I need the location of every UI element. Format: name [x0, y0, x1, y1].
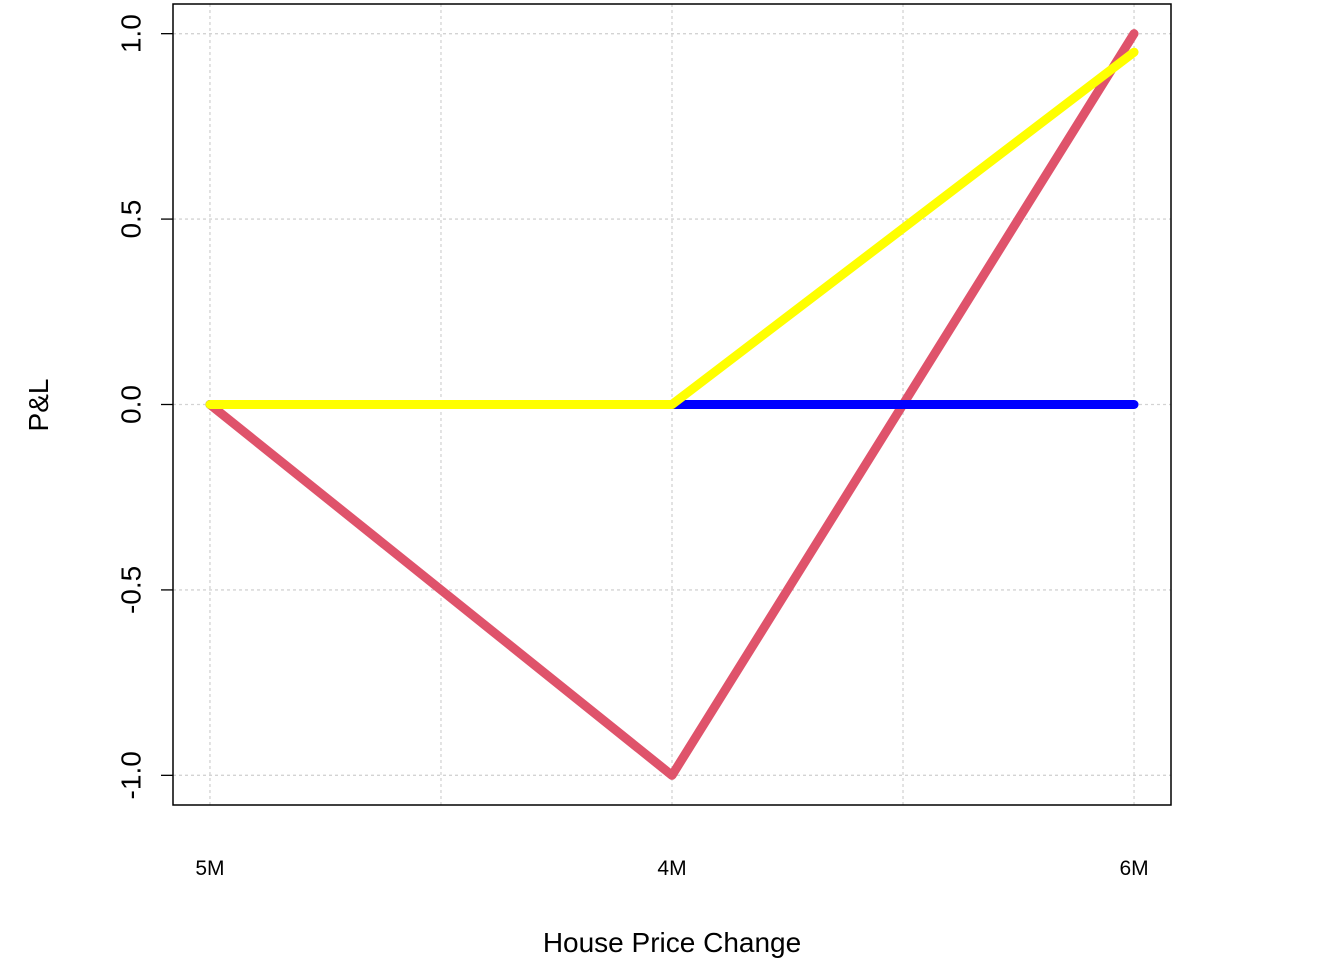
series-line [205, 29, 1139, 780]
x-tick-label: 4M [657, 857, 686, 880]
y-tick-label: -0.5 [115, 566, 146, 614]
y-axis-title: P&L [23, 379, 54, 432]
y-tick-label: 0.0 [115, 385, 146, 424]
series-line [205, 47, 1139, 409]
x-tick-label: 6M [1119, 857, 1148, 880]
y-tick-label: -1.0 [115, 751, 146, 799]
y-tick-label: 0.5 [115, 200, 146, 239]
x-axis-title: House Price Change [543, 927, 801, 958]
x-tick-label: 5M [195, 857, 224, 880]
plot-frame [172, 3, 1172, 806]
y-tick-label: 1.0 [115, 14, 146, 53]
